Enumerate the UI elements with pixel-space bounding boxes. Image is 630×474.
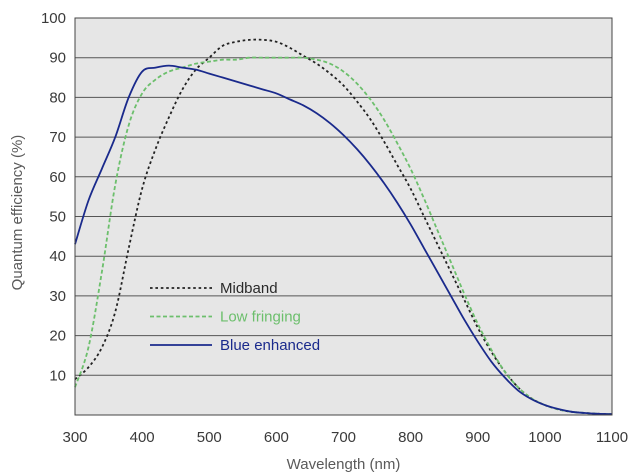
y-tick-labels: 10 20 30 40 50 60 70 80 90 100 — [41, 10, 66, 384]
y-tick-80: 80 — [49, 89, 66, 106]
series-line-low-fringing — [74, 56, 613, 416]
x-tick-500: 500 — [197, 429, 222, 446]
x-axis-label: Wavelength (nm) — [287, 456, 401, 473]
x-tick-700: 700 — [331, 429, 356, 446]
legend-label-midband: Midband — [220, 280, 278, 297]
x-tick-800: 800 — [398, 429, 423, 446]
series-line-blue-enhanced — [74, 64, 613, 416]
x-tick-1100: 1100 — [596, 429, 628, 446]
y-tick-60: 60 — [49, 169, 66, 186]
x-tick-600: 600 — [264, 429, 289, 446]
x-tick-labels: 300 400 500 600 700 800 900 1000 1100 — [62, 429, 628, 446]
y-tick-40: 40 — [49, 248, 66, 265]
y-tick-100: 100 — [41, 10, 66, 27]
y-tick-30: 30 — [49, 288, 66, 305]
y-tick-50: 50 — [49, 209, 66, 226]
y-tick-10: 10 — [49, 367, 66, 384]
legend-label-low-fringing: Low fringing — [220, 309, 301, 326]
legend: Midband Low fringing Blue enhanced — [150, 280, 320, 354]
y-axis-label: Quantum efficiency (%) — [9, 135, 26, 291]
x-tick-300: 300 — [62, 429, 87, 446]
legend-label-blue-enhanced: Blue enhanced — [220, 337, 320, 354]
y-tick-70: 70 — [49, 129, 66, 146]
x-tick-1000: 1000 — [528, 429, 561, 446]
plot-frame — [74, 17, 613, 416]
y-tick-90: 90 — [49, 50, 66, 67]
series-layer — [74, 38, 613, 416]
x-tick-900: 900 — [465, 429, 490, 446]
series-line-midband — [74, 38, 613, 416]
y-tick-20: 20 — [49, 328, 66, 345]
x-tick-400: 400 — [130, 429, 155, 446]
